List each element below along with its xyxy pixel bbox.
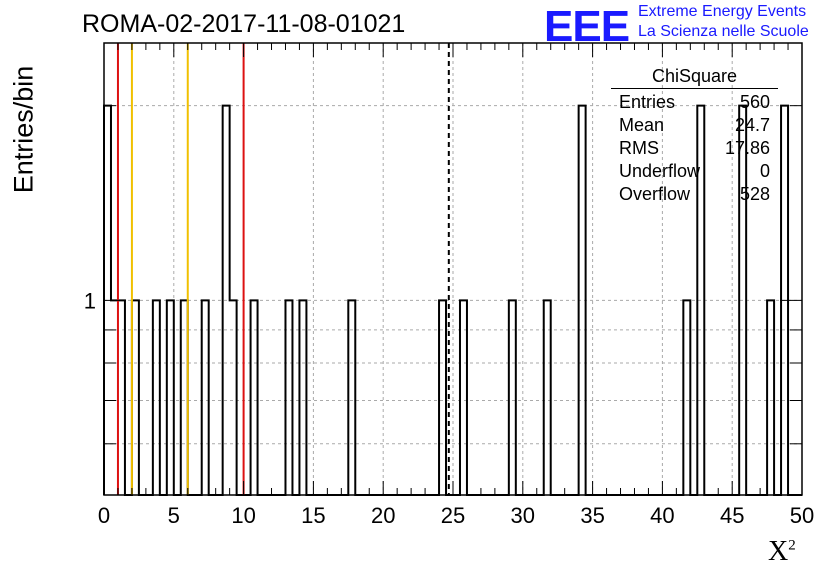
x-tick-label: 40 — [650, 503, 674, 528]
page-title: ROMA-02-2017-11-08-01021 — [82, 10, 406, 38]
stats-row-mean: Mean 24.7 — [611, 114, 778, 137]
stats-row-underflow: Underflow 0 — [611, 160, 778, 183]
x-tick-label: 10 — [231, 503, 255, 528]
stats-value: 17.86 — [724, 138, 770, 158]
x-axis-label-sup: 2 — [788, 537, 796, 554]
stats-value: 24.7 — [734, 115, 770, 135]
stats-title: ChiSquare — [611, 66, 778, 89]
x-axis-label: X2 — [768, 536, 796, 568]
tick-labels: 0 5 10 15 20 25 30 35 40 45 50 1 — [84, 288, 814, 528]
stats-label: Entries — [619, 92, 676, 112]
x-tick-label: 45 — [720, 503, 744, 528]
y-tick-label: 1 — [84, 288, 96, 313]
stats-label: Underflow — [619, 161, 701, 181]
axis-ticks — [103, 43, 803, 495]
stats-value: 560 — [739, 92, 770, 112]
x-tick-label: 50 — [790, 503, 814, 528]
stats-row-entries: Entries 560 — [611, 91, 778, 114]
x-tick-label: 25 — [441, 503, 465, 528]
x-tick-label: 0 — [98, 503, 110, 528]
stats-label: Overflow — [619, 184, 691, 204]
stats-value: 528 — [739, 184, 770, 204]
x-axis-label-base: X — [768, 536, 789, 567]
stats-row-rms: RMS 17.86 — [611, 137, 778, 160]
x-tick-label: 30 — [511, 503, 535, 528]
y-axis-label: Entries/bin — [4, 66, 44, 194]
grid — [104, 43, 802, 495]
marker-lines — [116, 43, 450, 495]
stats-label: Mean — [619, 115, 665, 135]
x-tick-label: 5 — [168, 503, 180, 528]
x-tick-label: 35 — [580, 503, 604, 528]
logo-line-2: La Scienza nelle Scuole — [638, 23, 809, 40]
stats-label: RMS — [619, 138, 659, 158]
eee-logo: EEE — [544, 2, 630, 51]
stats-value: 0 — [759, 161, 770, 181]
x-tick-label: 15 — [301, 503, 325, 528]
stats-box: ChiSquare Entries 560 Mean 24.7 RMS 17.86 Unde… — [611, 66, 778, 206]
x-tick-label: 20 — [371, 503, 395, 528]
y-axis-label-text: Entries/bin — [8, 65, 39, 194]
logo-line-1: Extreme Energy Events — [638, 3, 807, 20]
stats-row-overflow: Overflow 528 — [611, 183, 778, 206]
stats-rows: Entries 560 Mean 24.7 RMS 17.86 Underflow 0 Over… — [611, 91, 778, 206]
